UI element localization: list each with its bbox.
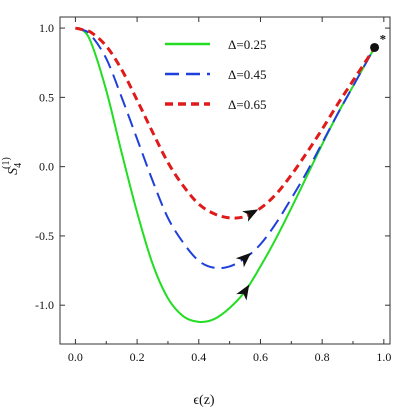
x-tick-label: 0.6 [253,350,268,364]
endpoint-dot [370,42,380,52]
y-tick-label: -1.0 [35,298,54,312]
y-tick-label: 0.0 [39,160,54,174]
x-tick-label: 0.4 [191,350,206,364]
legend-label-2: Δ=0.45 [228,67,266,82]
svg-text:S4(1): S4(1) [1,157,24,175]
y-axis: 1.0 0.5 0.0 -0.5 -1.0 [35,21,390,312]
y-axis-label-sup: (1) [1,157,12,169]
y-tick-label: 0.5 [39,90,54,104]
series-line-1 [75,26,376,323]
x-tick-label: 1.0 [376,350,391,364]
y-axis-label-main: S [6,168,21,175]
y-tick-label: -0.5 [35,229,54,243]
series-lines [75,26,376,323]
endpoint-star: * [380,31,387,46]
y-axis-label-sub: 4 [13,163,24,168]
legend: Δ=0.25 Δ=0.45 Δ=0.65 [165,37,266,112]
legend-label-1: Δ=0.25 [228,37,266,52]
markers: * [235,31,387,301]
y-tick-label: 1.0 [39,21,54,35]
series-line-3 [75,26,376,220]
x-tick-label: 0.0 [68,350,83,364]
x-axis: 0.0 0.2 0.4 0.6 0.8 1.0 [68,17,391,364]
legend-label-3: Δ=0.65 [228,97,266,112]
series-line-2 [75,27,376,270]
direction-arrow-3 [242,209,259,222]
x-axis-label: ϵ(z) [193,393,215,408]
x-tick-label: 0.2 [130,350,145,364]
direction-arrow-2 [235,252,251,268]
y-axis-label: S4(1) [1,157,24,175]
direction-arrow-1 [236,284,250,301]
plot-frame [59,16,391,345]
x-tick-label: 0.8 [315,350,330,364]
